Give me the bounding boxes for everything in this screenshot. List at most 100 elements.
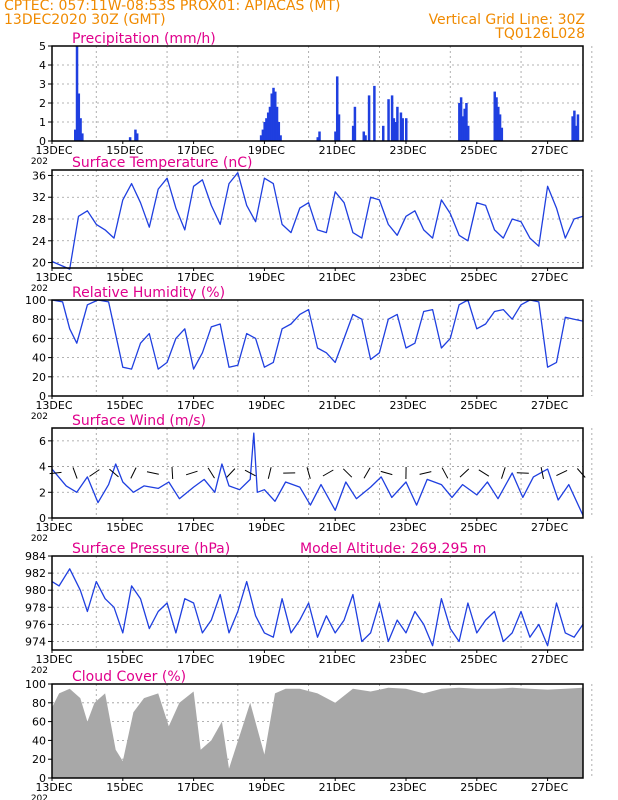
series-line — [51, 568, 584, 647]
wind-arrow — [89, 469, 100, 477]
header-model-id: TQ0126L028 — [495, 26, 585, 42]
y-tick-label: 36 — [32, 169, 46, 182]
x-tick-label: 21DEC — [319, 653, 356, 666]
wind-arrow — [576, 468, 586, 478]
precip-bar — [367, 95, 371, 141]
x-tick-label: 25DEC — [460, 653, 497, 666]
wind-arrow — [185, 470, 198, 476]
y-tick-label: 4 — [39, 461, 46, 474]
header-run-date: 13DEC2020 30Z (GMT) — [4, 12, 166, 28]
precip-bar — [362, 131, 366, 141]
header-grid-line: Vertical Grid Line: 30Z — [428, 12, 585, 28]
x-tick-label: 19DEC — [248, 781, 285, 794]
y-tick-label: 28 — [32, 213, 46, 226]
wind-arrow — [267, 467, 272, 479]
wind-arrow — [459, 468, 470, 478]
y-tick-label: 3 — [39, 78, 46, 91]
x-year-label: 202 — [31, 284, 48, 294]
x-tick-label: 25DEC — [460, 144, 497, 157]
wind-arrow — [72, 467, 78, 479]
y-tick-label: 982 — [25, 567, 46, 580]
panel-frame — [51, 683, 584, 779]
wind-arrow — [306, 467, 311, 479]
x-tick-label: 27DEC — [531, 144, 568, 157]
y-tick-label: 0 — [39, 390, 46, 403]
panel-title: Cloud Cover (%) — [72, 669, 186, 685]
x-tick-label: 13DEC — [35, 521, 72, 534]
x-tick-label: 13DEC — [35, 781, 72, 794]
precip-bar — [74, 129, 77, 141]
wind-arrow — [244, 469, 256, 477]
x-tick-label: 27DEC — [531, 653, 568, 666]
precip-bar — [337, 114, 341, 141]
x-tick-label: 21DEC — [319, 521, 356, 534]
y-tick-label: 6 — [39, 435, 46, 448]
precip-bar — [351, 125, 355, 141]
precip-bar — [259, 135, 263, 141]
precip-bar — [81, 133, 84, 141]
y-tick-label: 100 — [25, 678, 46, 691]
precip-bar — [576, 114, 580, 141]
y-tick-label: 974 — [25, 635, 46, 648]
y-tick-label: 100 — [25, 294, 46, 307]
x-tick-label: 19DEC — [248, 653, 285, 666]
precip-bar — [135, 133, 139, 141]
x-tick-label: 21DEC — [319, 144, 356, 157]
wind-arrow — [171, 466, 174, 480]
precip-bar — [275, 106, 279, 141]
precip-bar — [399, 112, 403, 141]
x-tick-label: 25DEC — [460, 521, 497, 534]
precip-bar — [466, 125, 470, 141]
x-tick-label: 21DEC — [319, 271, 356, 284]
panel-title: Relative Humidity (%) — [72, 285, 225, 301]
wind-arrow — [49, 471, 62, 475]
precip-bar — [75, 46, 79, 141]
precip-bar — [277, 122, 281, 141]
x-tick-label: 17DEC — [177, 653, 214, 666]
panel-frame — [51, 299, 584, 397]
header-station: CPTEC: 057:11W-08:53S PROX01: APIACAS (M… — [4, 0, 341, 14]
precip-bar — [498, 114, 502, 141]
y-tick-label: 0 — [39, 772, 46, 785]
wind-arrow — [207, 467, 215, 479]
wind-arrow — [556, 469, 568, 477]
precip-bar — [390, 95, 394, 141]
precip-bar — [381, 125, 385, 141]
precip-bar — [134, 129, 137, 141]
x-tick-label: 15DEC — [106, 653, 143, 666]
x-tick-label: 13DEC — [35, 144, 72, 157]
x-tick-label: 13DEC — [35, 271, 72, 284]
panel-frame — [51, 555, 584, 651]
wind-arrow — [419, 471, 432, 475]
panel-title: Surface Temperature (nC) — [72, 155, 253, 171]
wind-arrow — [363, 467, 371, 479]
precip-bar — [459, 97, 463, 141]
x-tick-label: 15DEC — [106, 271, 143, 284]
precip-bar — [316, 137, 319, 141]
precip-bar — [274, 91, 277, 141]
y-tick-label: 1 — [39, 116, 46, 129]
x-tick-label: 25DEC — [460, 399, 497, 412]
x-tick-label: 13DEC — [35, 399, 72, 412]
precip-bar — [318, 131, 321, 141]
precip-bar — [394, 122, 397, 141]
wind-arrow — [441, 467, 449, 479]
precip-bar — [465, 103, 468, 141]
precip-bar — [279, 135, 282, 141]
precip-bar — [263, 122, 266, 141]
y-tick-label: 20 — [32, 753, 46, 766]
precip-bar — [387, 99, 390, 141]
wind-arrow — [478, 469, 490, 477]
precip-bar — [461, 116, 465, 141]
x-tick-label: 15DEC — [106, 144, 143, 157]
x-tick-label: 21DEC — [319, 781, 356, 794]
precip-bar — [573, 110, 576, 141]
x-tick-label: 23DEC — [389, 144, 426, 157]
precip-bar — [571, 116, 574, 141]
panel-frame — [51, 45, 584, 142]
precip-bar — [495, 97, 498, 141]
y-tick-label: 980 — [25, 584, 46, 597]
precip-bar — [463, 108, 466, 141]
x-tick-label: 15DEC — [106, 781, 143, 794]
y-tick-label: 4 — [39, 59, 46, 72]
